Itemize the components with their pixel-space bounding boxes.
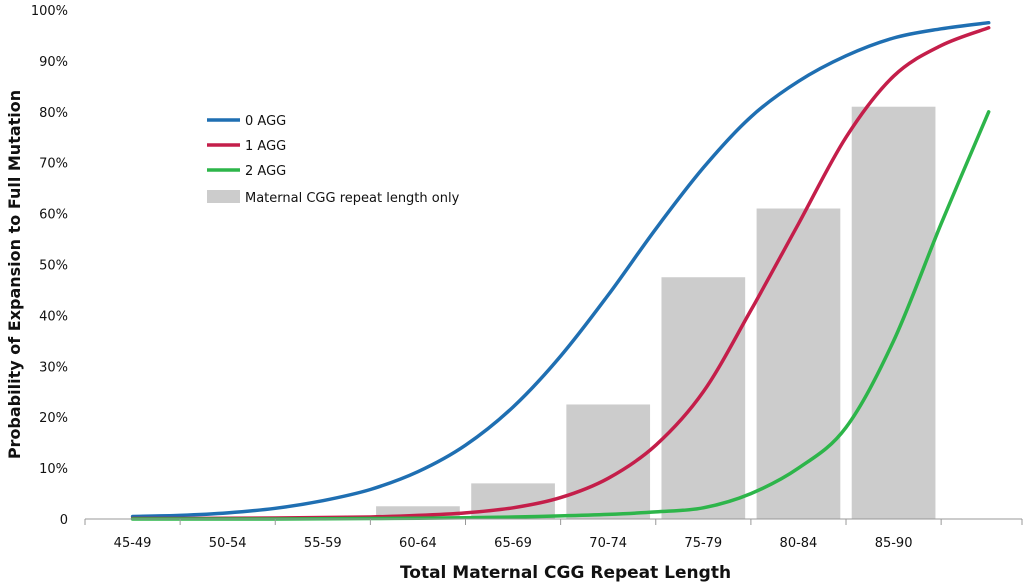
bar-75-79 [661,277,746,519]
y-tick-label: 50% [39,259,68,274]
x-tick-label: 55-59 [304,536,342,551]
x-tick-label: 65-69 [494,536,532,551]
legend-label: 2 AGG [245,164,286,179]
x-tick-label: 85-90 [875,536,913,551]
y-tick-label: 80% [39,106,68,121]
legend-label: 0 AGG [245,114,286,129]
x-tick-label: 45-49 [114,536,152,551]
x-tick-label: 50-54 [209,536,247,551]
legend: 0 AGG 1 AGG 2 AGG Maternal CGG repeat lengt… [207,114,460,206]
legend-label: 1 AGG [245,139,286,154]
y-tick-label: 30% [39,360,68,375]
y-tick-label: 40% [39,309,68,324]
y-tick-label: 100% [31,4,68,19]
x-axis-ticks: 45-49 50-54 55-59 60-64 65-69 70-74 75-79 80-84… [84,519,1023,551]
legend-label: Maternal CGG repeat length only [245,191,460,206]
x-tick-label: 60-64 [399,536,437,551]
x-axis-title: Total Maternal CGG Repeat Length [400,563,731,583]
y-axis-ticks: 0 10% 20% 30% 40% 50% 60% 70% 80% 90% 100% [31,4,68,528]
bar-85-90 [851,106,936,520]
legend-swatch-bars [207,190,240,203]
y-axis-title: Probability of Expansion to Full Mutatio… [5,90,24,459]
bar-layer [376,106,936,520]
y-tick-label: 20% [39,411,68,426]
y-tick-label: 60% [39,208,68,223]
series-line-0-agg [130,20,991,519]
y-tick-label: 10% [39,462,68,477]
bar-80-84 [756,208,841,519]
y-tick-label: 0 [60,513,68,528]
y-tick-label: 90% [39,55,68,70]
x-tick-label: 70-74 [589,536,627,551]
x-tick-label: 75-79 [684,536,722,551]
x-tick-label: 80-84 [780,536,818,551]
y-tick-label: 70% [39,157,68,172]
